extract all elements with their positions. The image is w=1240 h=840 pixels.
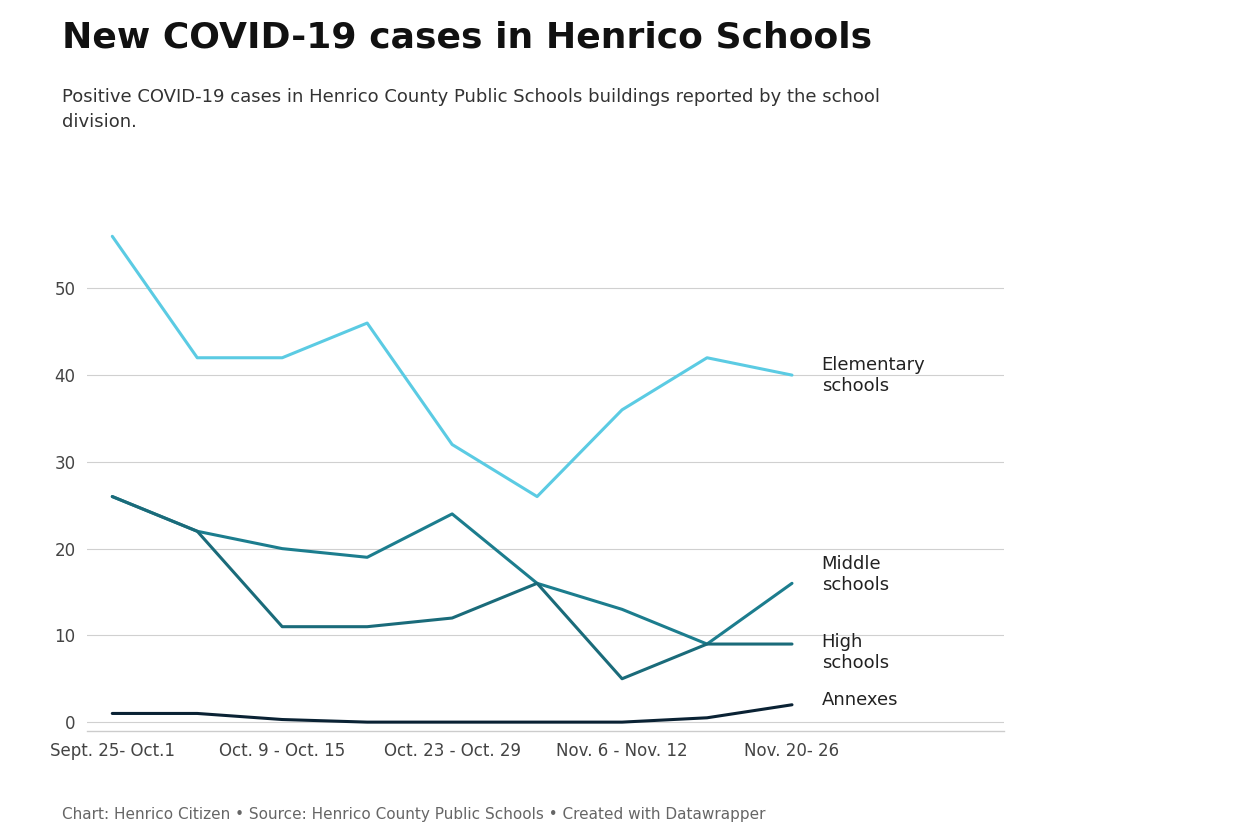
Text: Annexes: Annexes — [822, 691, 898, 710]
Text: Chart: Henrico Citizen • Source: Henrico County Public Schools • Created with Da: Chart: Henrico Citizen • Source: Henrico… — [62, 806, 765, 822]
Text: Positive COVID-19 cases in Henrico County Public Schools buildings reported by t: Positive COVID-19 cases in Henrico Count… — [62, 88, 880, 131]
Text: Elementary
schools: Elementary schools — [822, 355, 925, 395]
Text: New COVID-19 cases in Henrico Schools: New COVID-19 cases in Henrico Schools — [62, 21, 872, 55]
Text: High
schools: High schools — [822, 633, 889, 672]
Text: Middle
schools: Middle schools — [822, 555, 889, 594]
